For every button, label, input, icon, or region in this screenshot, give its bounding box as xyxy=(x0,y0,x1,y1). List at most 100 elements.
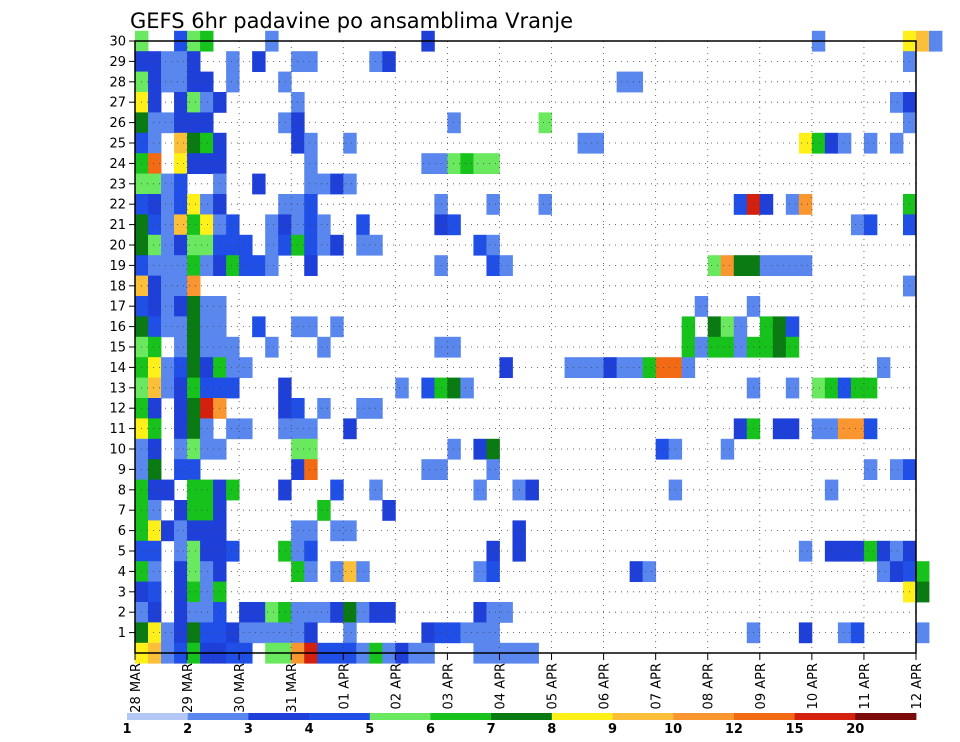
heatmap-cell xyxy=(148,398,162,419)
heatmap-cell xyxy=(200,112,214,134)
heatmap-cell xyxy=(161,275,175,297)
heatmap-cell xyxy=(707,316,722,338)
heatmap-cell xyxy=(148,316,162,338)
y-tick-label: 13 xyxy=(109,381,126,396)
heatmap-cell xyxy=(187,581,201,603)
y-tick-label: 26 xyxy=(109,116,126,131)
heatmap-cell xyxy=(616,71,631,93)
heatmap-cell xyxy=(304,520,318,542)
heatmap-cell xyxy=(252,602,266,623)
heatmap-cell xyxy=(629,561,644,582)
heatmap-cell xyxy=(863,540,878,562)
y-tick-label: 5 xyxy=(118,545,126,560)
heatmap-cell xyxy=(707,255,722,276)
heatmap-cell xyxy=(343,561,357,582)
heatmap-cell xyxy=(460,377,474,399)
legend-label: 8 xyxy=(547,722,556,737)
heatmap-cell xyxy=(382,51,396,72)
y-tick-label: 20 xyxy=(109,239,126,254)
heatmap-cell xyxy=(473,622,487,644)
heatmap-cell xyxy=(798,194,813,215)
heatmap-cell xyxy=(304,540,318,562)
heatmap-cell xyxy=(317,500,331,521)
heatmap-cell xyxy=(304,132,318,154)
heatmap-cell xyxy=(148,336,162,358)
heatmap-cell xyxy=(304,459,318,480)
heatmap-cell xyxy=(876,540,891,562)
legend-label: 6 xyxy=(426,722,435,737)
heatmap-cell xyxy=(642,357,657,378)
heatmap-cell xyxy=(811,377,826,399)
legend-label: 3 xyxy=(244,722,253,737)
heatmap-cell xyxy=(239,622,253,644)
heatmap-cell xyxy=(148,112,162,134)
heatmap-cell xyxy=(226,71,240,93)
heatmap-cell xyxy=(200,438,214,460)
heatmap-cell xyxy=(187,234,201,256)
heatmap-cell xyxy=(356,561,370,582)
heatmap-cell xyxy=(161,214,175,236)
heatmap-cell xyxy=(161,194,175,215)
heatmap-cell xyxy=(187,561,201,582)
heatmap-cell xyxy=(148,438,162,460)
heatmap-cell xyxy=(863,377,878,399)
heatmap-cell xyxy=(720,255,735,276)
heatmap-cell xyxy=(811,418,826,440)
heatmap-cell xyxy=(889,459,904,480)
heatmap-cell xyxy=(929,30,943,52)
y-tick-label: 17 xyxy=(109,300,126,315)
heatmap-cell xyxy=(174,214,188,236)
heatmap-cell xyxy=(226,214,240,236)
heatmap-cell xyxy=(499,255,513,276)
heatmap-cell xyxy=(226,357,240,378)
y-tick-label: 30 xyxy=(109,35,126,50)
heatmap-cell xyxy=(837,418,852,440)
heatmap-cell xyxy=(265,602,279,623)
x-tick-label: 01 APR xyxy=(337,663,352,709)
heatmap-cell xyxy=(187,214,201,236)
heatmap-cell xyxy=(772,255,787,276)
heatmap-cell xyxy=(889,132,904,154)
heatmap-cell xyxy=(916,581,930,603)
heatmap-cell xyxy=(772,336,787,358)
heatmap-cell xyxy=(226,336,240,358)
heatmap-cell xyxy=(200,255,214,276)
heatmap-cell xyxy=(642,561,657,582)
heatmap-cell xyxy=(200,602,214,623)
x-axis: 28 MAR 29 MAR 30 MAR 31 MAR 01 APR 02 APR 03 A… xyxy=(129,653,925,713)
heatmap-cell xyxy=(473,561,487,582)
heatmap-cell xyxy=(200,316,214,338)
heatmap-cell xyxy=(486,438,500,460)
heatmap-cell xyxy=(161,255,175,276)
heatmap-cell xyxy=(330,561,344,582)
heatmap-cell xyxy=(148,214,162,236)
heatmap-cell xyxy=(486,561,500,582)
heatmap-cell xyxy=(174,459,188,480)
heatmap-cell xyxy=(278,418,292,440)
heatmap-cell xyxy=(759,194,774,215)
color-legend: 1 2 3 4 5 6 7 8 9 10 12 15 20 xyxy=(122,713,917,737)
heatmap-cell xyxy=(226,234,240,256)
heatmap-cell xyxy=(265,622,279,644)
heatmap-cell xyxy=(343,602,357,623)
heatmap-cell xyxy=(265,336,279,358)
y-tick-label: 1 xyxy=(118,626,126,641)
heatmap-cell xyxy=(200,132,214,154)
heatmap-cell xyxy=(421,459,435,480)
heatmap-cell xyxy=(317,336,331,358)
heatmap-cell xyxy=(148,520,162,542)
heatmap-cell xyxy=(174,377,188,399)
heatmap-cell xyxy=(317,234,331,256)
heatmap-cell xyxy=(395,377,409,399)
heatmap-cell xyxy=(759,255,774,276)
heatmap-cell xyxy=(655,357,670,378)
heatmap-cell xyxy=(161,112,175,134)
heatmap-cell xyxy=(889,540,904,562)
heatmap-cell xyxy=(239,602,253,623)
heatmap-cell xyxy=(486,194,500,215)
heatmap-cell xyxy=(681,357,696,378)
heatmap-cell xyxy=(187,357,201,378)
x-tick-label: 12 APR xyxy=(910,663,925,709)
heatmap-cell xyxy=(733,316,748,338)
heatmap-cell xyxy=(148,357,162,378)
